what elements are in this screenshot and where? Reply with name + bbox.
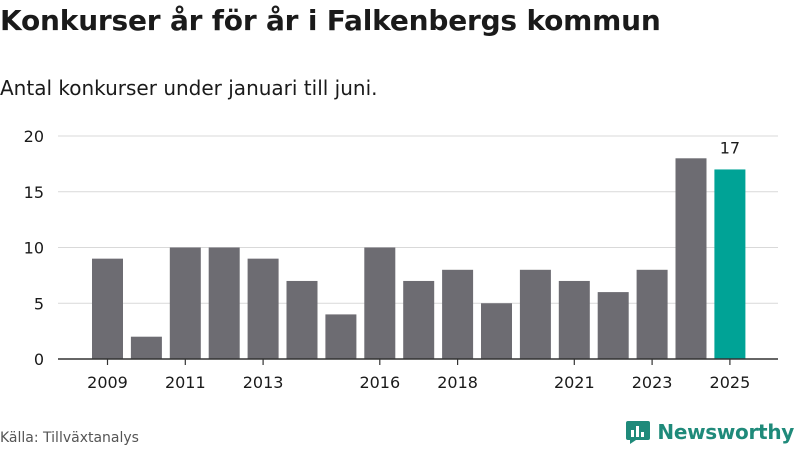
chart-subtitle: Antal konkurser under januari till juni. bbox=[0, 76, 378, 100]
bar-2011 bbox=[169, 247, 201, 359]
data-label: 17 bbox=[720, 138, 740, 157]
y-tick-label: 10 bbox=[24, 239, 44, 258]
bar-2023 bbox=[636, 269, 668, 359]
bar-2021 bbox=[558, 280, 590, 359]
bar-2015 bbox=[325, 314, 357, 359]
newsworthy-logo: Newsworthy bbox=[625, 419, 794, 445]
bar-2025 bbox=[714, 169, 746, 359]
y-tick-label: 0 bbox=[34, 350, 44, 369]
chart-title: Konkurser år för år i Falkenbergs kommun bbox=[0, 4, 661, 37]
newsworthy-logo-text: Newsworthy bbox=[657, 420, 794, 444]
bar-2009 bbox=[92, 258, 123, 359]
y-tick-label: 20 bbox=[24, 127, 44, 146]
bar-2016 bbox=[364, 247, 396, 359]
x-tick-label: 2021 bbox=[554, 373, 595, 392]
x-tick-label: 2023 bbox=[632, 373, 673, 392]
y-tick-label: 15 bbox=[24, 183, 44, 202]
bar-2019 bbox=[481, 303, 512, 359]
x-tick-label: 2025 bbox=[710, 373, 751, 392]
bar-2012 bbox=[208, 247, 240, 359]
bar-2018 bbox=[442, 269, 474, 359]
source-note: Källa: Tillväxtanalys bbox=[0, 430, 139, 446]
bar-2010 bbox=[130, 336, 162, 359]
x-tick-label: 2009 bbox=[87, 373, 128, 392]
bar-2013 bbox=[247, 258, 279, 359]
x-tick-label: 2018 bbox=[437, 373, 478, 392]
newsworthy-logo-icon bbox=[626, 421, 651, 444]
bar-2022 bbox=[597, 292, 629, 359]
bar-2017 bbox=[403, 280, 435, 359]
y-tick-label: 5 bbox=[34, 294, 44, 313]
x-tick-label: 2011 bbox=[165, 373, 206, 392]
bar-2014 bbox=[286, 280, 318, 359]
bar-2024 bbox=[675, 158, 707, 359]
x-tick-label: 2013 bbox=[243, 373, 284, 392]
bar-2020 bbox=[519, 269, 551, 359]
x-tick-label: 2016 bbox=[359, 373, 400, 392]
